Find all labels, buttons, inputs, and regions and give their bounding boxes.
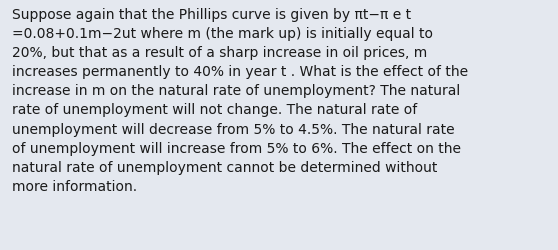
Text: Suppose again that the Phillips curve is given by πt−π e t
=0.08+0.1m−2ut where : Suppose again that the Phillips curve is… <box>12 8 468 193</box>
